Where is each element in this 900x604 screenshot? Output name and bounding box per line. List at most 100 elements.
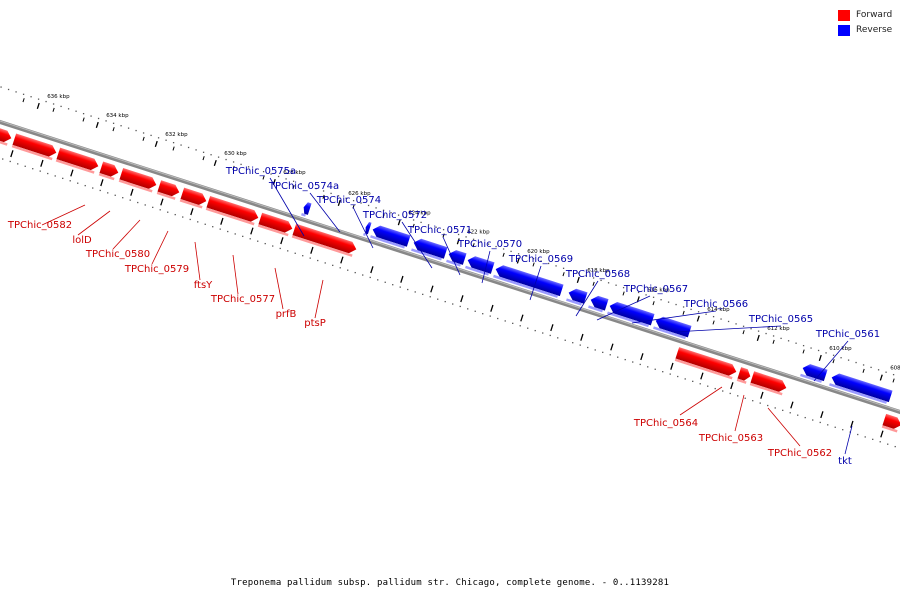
- ruler-dot-inner: [752, 400, 754, 402]
- ruler-dot-inner: [407, 288, 409, 291]
- forward-gene[interactable]: [736, 367, 752, 384]
- ruler-dot-inner: [519, 325, 521, 327]
- gene-shape: [206, 196, 259, 222]
- label-leader-line: [77, 210, 111, 236]
- reverse-gene[interactable]: [653, 315, 692, 340]
- tick-minor-outer: [322, 194, 325, 199]
- ruler-dot-outer: [787, 340, 790, 342]
- forward-gene[interactable]: [291, 223, 358, 258]
- ruler-dot-inner: [579, 344, 581, 346]
- forward-gene[interactable]: [674, 347, 738, 380]
- ruler-dot-inner: [782, 409, 784, 412]
- forward-gene[interactable]: [156, 180, 181, 200]
- reverse-gene[interactable]: [800, 362, 828, 383]
- gene-label: TPChic_0566: [683, 299, 748, 310]
- ruler-dot-inner: [212, 226, 214, 228]
- tick-mark-inner: [700, 372, 704, 380]
- tick-minor-outer: [52, 107, 55, 112]
- gene-shadow: [156, 191, 176, 200]
- forward-gene[interactable]: [0, 126, 13, 146]
- ruler-dot-outer: [742, 325, 745, 327]
- reverse-gene[interactable]: [370, 224, 411, 249]
- ruler-dot-inner: [62, 177, 64, 180]
- forward-gene[interactable]: [205, 196, 260, 226]
- ruler-dot-outer: [727, 320, 730, 323]
- ruler-dot-inner: [24, 165, 26, 167]
- label-leader-line: [309, 192, 341, 233]
- tick-mark-outer: [154, 140, 158, 148]
- ruler-dot-outer: [165, 139, 167, 141]
- label-leader-line: [401, 221, 433, 269]
- gene-label: TPChic_0569: [508, 254, 573, 265]
- ruler-dot-outer: [757, 330, 760, 332]
- ruler-dot-inner: [414, 291, 416, 293]
- ruler-dot-outer: [345, 197, 347, 199]
- forward-gene[interactable]: [98, 161, 120, 181]
- tick-mark-inner: [100, 179, 104, 187]
- ruler-dot-outer: [105, 120, 107, 122]
- gene-label: TPChic_0571: [407, 225, 472, 236]
- ruler-dot-outer: [810, 347, 812, 349]
- gene-label: TPChic_0580: [85, 249, 150, 260]
- ruler-dot-inner: [729, 392, 731, 395]
- ruler-dot-inner: [84, 184, 86, 187]
- ruler-dot-outer: [75, 110, 77, 112]
- tick-mark-inner: [550, 324, 554, 332]
- gene-label: TPChic_0577: [210, 294, 275, 305]
- reverse-gene[interactable]: [363, 222, 372, 237]
- gene-shadow: [301, 212, 306, 217]
- forward-gene[interactable]: [55, 147, 100, 175]
- forward-gene[interactable]: [749, 371, 788, 396]
- tick-label: 618 kbp: [587, 268, 610, 274]
- ruler-dot-inner: [422, 293, 424, 296]
- reverse-gene[interactable]: [493, 263, 564, 298]
- ruler-dot-inner: [789, 412, 791, 414]
- ruler-dot-inner: [819, 421, 821, 424]
- label-leader-line: [844, 425, 853, 455]
- reverse-gene[interactable]: [829, 372, 893, 405]
- ruler-dot-inner: [167, 211, 169, 213]
- forward-gene[interactable]: [11, 133, 58, 161]
- ruler-dot-inner: [9, 160, 11, 163]
- ruler-dot-outer: [405, 216, 407, 219]
- gene-shadow: [98, 172, 115, 181]
- ruler-dot-outer: [367, 204, 370, 207]
- ruler-dot-outer: [45, 100, 47, 103]
- ruler-dot-inner: [317, 259, 319, 262]
- reverse-gene[interactable]: [301, 202, 312, 218]
- reverse-gene[interactable]: [566, 287, 588, 306]
- ruler-dot-inner: [249, 238, 251, 240]
- tick-mark-outer: [36, 102, 40, 110]
- ruler-dot-inner: [632, 361, 634, 363]
- forward-gene[interactable]: [179, 187, 208, 210]
- ruler-dot-inner: [144, 204, 146, 206]
- ruler-dot-outer: [840, 357, 842, 359]
- ruler-dot-outer: [585, 274, 587, 277]
- forward-gene[interactable]: [257, 212, 294, 237]
- reverse-gene[interactable]: [607, 300, 655, 328]
- forward-gene[interactable]: [881, 413, 900, 433]
- gene-shape: [303, 202, 312, 215]
- forward-gene[interactable]: [118, 167, 158, 193]
- ruler-dot-inner: [842, 429, 844, 431]
- gene-label: TPChic_0579: [124, 264, 189, 275]
- ruler-dot-outer: [495, 245, 497, 248]
- reverse-gene[interactable]: [446, 248, 467, 267]
- ruler-dot-outer: [262, 170, 265, 173]
- ruler-dot-inner: [834, 426, 836, 428]
- tick-label: 608 kbp: [890, 366, 900, 372]
- ruler-dot-outer: [877, 369, 880, 371]
- ruler-dot-outer: [300, 183, 302, 185]
- legend-swatch-reverse: [838, 25, 850, 36]
- ruler-dot-outer: [487, 243, 490, 245]
- reverse-gene[interactable]: [411, 237, 448, 261]
- ruler-dot-outer: [562, 267, 565, 269]
- ruler-dot-inner: [812, 419, 814, 421]
- label-leader-line: [269, 177, 305, 237]
- ruler-dot-outer: [247, 166, 250, 168]
- tick-minor-outer: [532, 262, 535, 267]
- reverse-gene[interactable]: [588, 294, 609, 313]
- tick-mark-inner: [370, 266, 374, 274]
- gene-shape: [180, 187, 207, 205]
